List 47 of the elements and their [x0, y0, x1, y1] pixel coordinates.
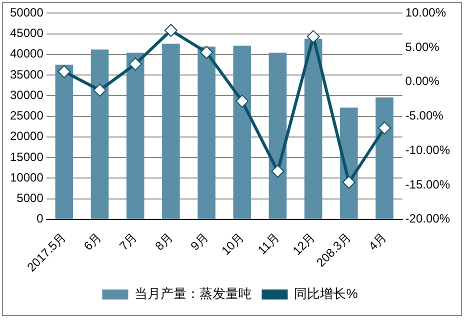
- bar: [198, 46, 216, 219]
- point: [271, 164, 284, 178]
- y-tick-label: 40000: [10, 46, 44, 61]
- y-tick-label: 50000: [10, 6, 44, 20]
- point: [306, 30, 320, 44]
- point: [58, 65, 71, 78]
- bar: [162, 44, 180, 219]
- bar: [126, 52, 144, 219]
- point: [236, 94, 249, 108]
- x-tick-label: 12月: [290, 230, 318, 258]
- x-tick-label: 6月: [81, 230, 104, 254]
- y2-tick-label: 5.00%: [405, 40, 440, 54]
- y-tick-label: 10000: [10, 170, 44, 184]
- bar: [304, 38, 322, 219]
- legend-label: 当月产量：蒸发量吨: [134, 286, 252, 302]
- y-tick-label: 35000: [10, 67, 44, 82]
- y-tick-label: 20000: [10, 129, 44, 144]
- y2-tick-label: 10.00%: [405, 6, 446, 20]
- x-tick-label: 4月: [366, 230, 389, 254]
- y-tick-label: 45000: [10, 26, 44, 40]
- x-tick-label: 7月: [116, 230, 140, 254]
- bar: [90, 49, 109, 219]
- y-tick-label: 0: [36, 212, 44, 226]
- y-tick-label: 15000: [10, 150, 44, 164]
- y2-tick-label: -15.00%: [405, 177, 450, 192]
- point: [93, 84, 106, 97]
- y2-tick-label: -20.00%: [405, 212, 450, 226]
- y2-tick-label: 0.00%: [405, 74, 440, 88]
- bar: [233, 46, 252, 219]
- bar: [55, 64, 74, 219]
- point: [164, 24, 178, 37]
- point: [342, 176, 356, 189]
- x-tick-label: 10月: [218, 230, 247, 258]
- y-tick-label: 30000: [10, 88, 44, 102]
- y-tick-label: 5000: [16, 191, 44, 206]
- x-tick-label: 11月: [254, 230, 282, 258]
- bar: [376, 97, 394, 219]
- point: [200, 46, 214, 59]
- y2-tick-label: -5.00%: [405, 108, 444, 123]
- point: [128, 58, 142, 71]
- x-tick-label: 9月: [188, 230, 212, 254]
- point: [378, 121, 392, 134]
- bar: [268, 52, 287, 219]
- legend-label: 同比增长%: [294, 286, 358, 302]
- y2-tick-label: -10.00%: [405, 142, 450, 157]
- x-tick-label: 8月: [152, 230, 176, 254]
- y-tick-label: 25000: [10, 108, 44, 123]
